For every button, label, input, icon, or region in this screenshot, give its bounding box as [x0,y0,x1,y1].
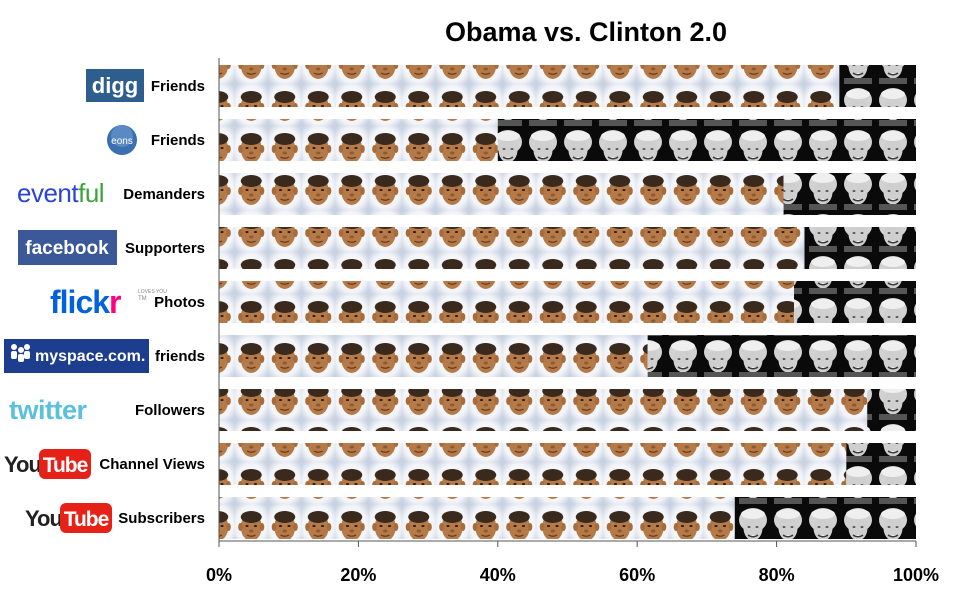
category-label: friends [155,348,205,365]
bar-clinton [497,119,916,161]
svg-text:eventful: eventful [17,178,104,208]
bar-clinton [734,497,916,539]
svg-text:facebook: facebook [25,238,109,259]
svg-text:TM: TM [138,296,147,302]
bar-obama [219,119,498,161]
twitter-logo: twitter [9,395,88,425]
x-tick-label: 40% [480,565,516,585]
svg-text:Tube: Tube [64,508,109,531]
bar-clinton [794,281,916,323]
youtube-logo: You Tube [25,503,112,533]
bar-clinton [867,389,916,431]
bar-clinton [846,443,916,485]
category-label: Friends [151,132,205,149]
bar-clinton [647,335,916,377]
youtube-logo: You Tube [4,449,91,479]
bar-obama [219,65,840,107]
x-tick-label: 0% [206,565,232,585]
myspace-logo: myspace.com. [4,339,149,373]
svg-text:myspace.com.: myspace.com. [35,348,145,365]
bar-clinton [783,173,916,215]
bar-obama [219,443,847,485]
x-tick-label: 60% [619,565,655,585]
bar-obama [219,281,795,323]
digg-logo: digg [86,69,144,102]
category-label: Followers [135,402,205,419]
svg-text:digg: digg [92,73,138,98]
bar-obama [219,389,868,431]
category-logos: digg Friends eons Friends eventful Demanders f… [4,69,205,533]
plot-area [219,65,916,539]
svg-text:twitter: twitter [9,395,87,425]
eventful-logo: eventful [17,178,105,208]
svg-text:LOVES YOU: LOVES YOU [138,289,167,295]
svg-text:Tube: Tube [43,454,88,477]
category-label: Friends [151,78,205,95]
bar-obama [219,497,735,539]
category-label: Photos [154,294,205,311]
x-tick-label: 20% [340,565,376,585]
category-label: Supporters [125,240,205,257]
bar-obama [219,173,784,215]
category-label: Channel Views [99,456,205,473]
svg-text:flickr: flickr [50,284,121,320]
facebook-logo: facebook [18,230,117,265]
svg-text:You: You [25,506,62,531]
category-label: Demanders [123,186,205,203]
category-label: Subscribers [118,510,205,527]
svg-text:eons: eons [111,136,133,147]
bar-obama [219,335,648,377]
chart-title: Obama vs. Clinton 2.0 [445,17,727,47]
bar-clinton [839,65,916,107]
x-tick-label: 80% [759,565,795,585]
eons-logo: eons [107,125,137,155]
svg-text:You: You [4,452,41,477]
x-tick-label: 100% [893,565,939,585]
x-axis-ticks: 0% 20% 40% 60% 80% 100% [206,541,939,585]
bar-obama [219,227,805,269]
bar-clinton [804,227,916,269]
